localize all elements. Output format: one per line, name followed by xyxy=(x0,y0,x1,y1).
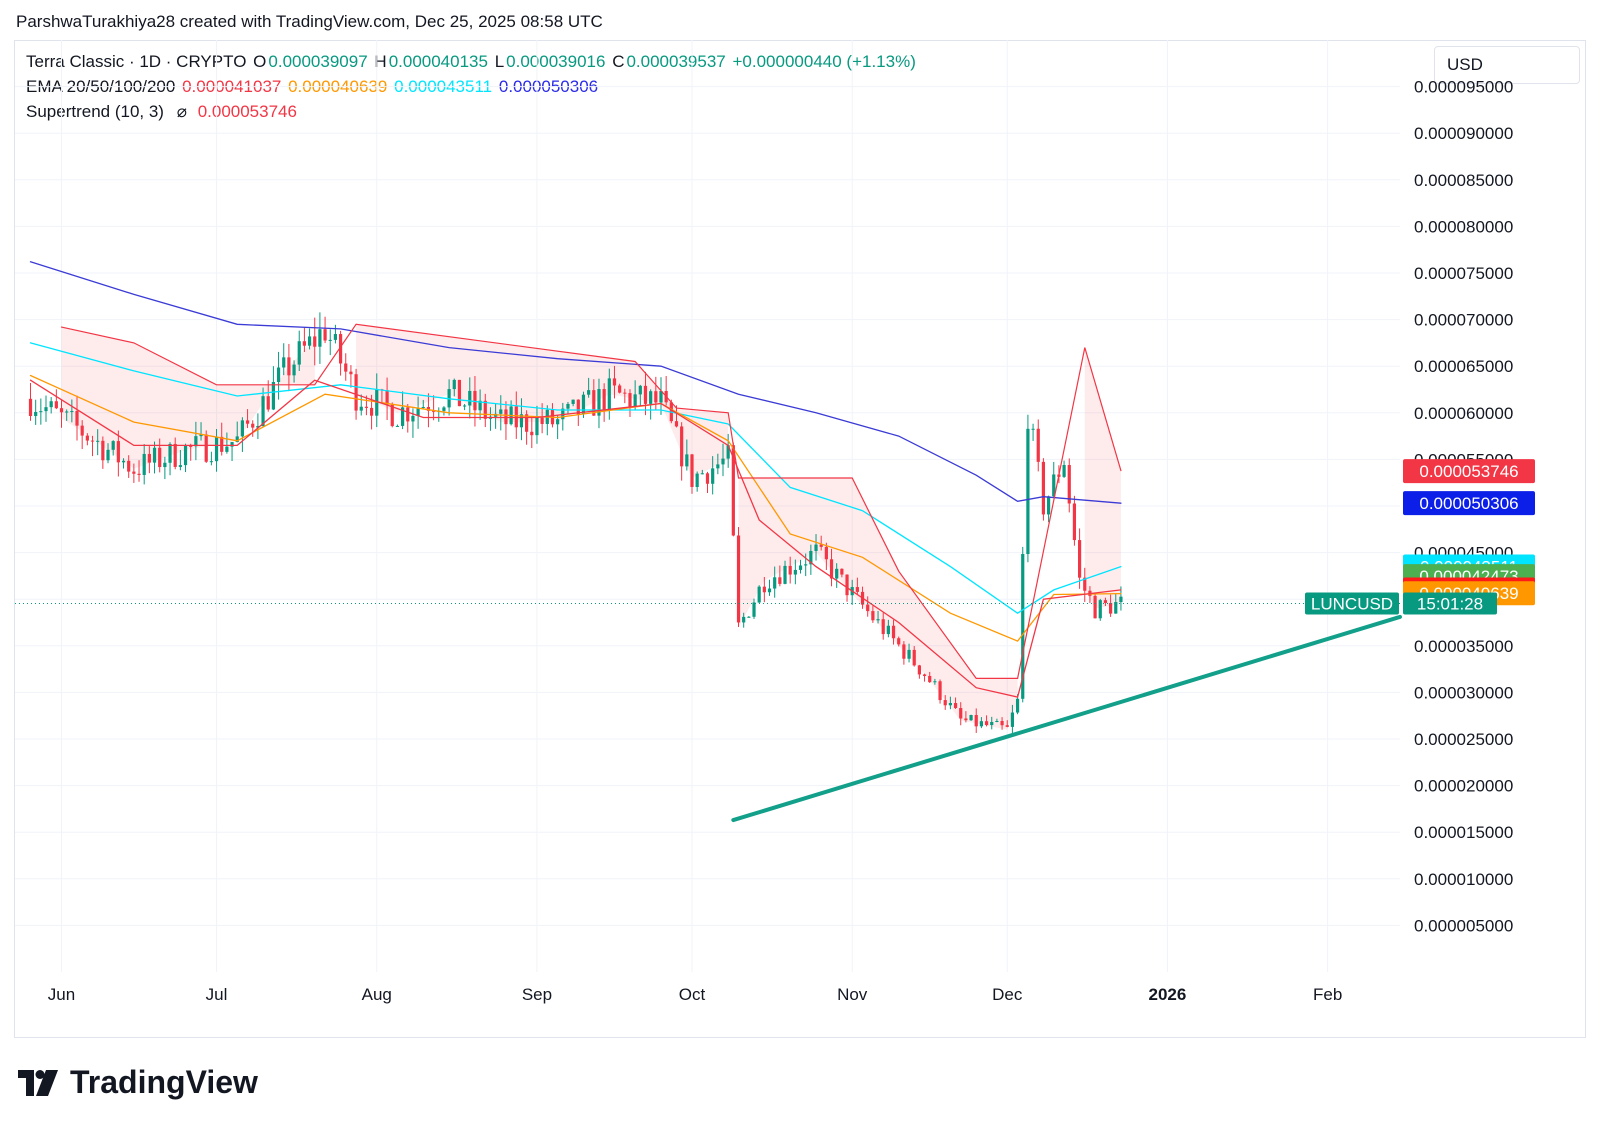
ema-label: EMA 20/50/100/200 xyxy=(26,77,176,96)
ema200-value: 0.000050306 xyxy=(498,77,599,96)
ema20-value: 0.000041037 xyxy=(182,77,282,96)
ema-legend[interactable]: EMA 20/50/100/200 0.000041037 0.00004063… xyxy=(26,77,600,97)
brand-name: TradingView xyxy=(70,1064,258,1100)
low-label: L xyxy=(494,52,505,71)
ema50-value: 0.000040639 xyxy=(288,77,388,96)
ema100-value: 0.000043511 xyxy=(394,77,493,96)
chart-frame xyxy=(14,40,1586,1038)
high-value: 0.000040135 xyxy=(388,52,488,71)
open-label: O xyxy=(253,52,267,71)
chart-credit: ParshwaTurakhiya28 created with TradingV… xyxy=(16,12,603,31)
change-value: +0.000000440 (+1.13%) xyxy=(732,52,916,71)
low-value: 0.000039016 xyxy=(506,52,606,71)
supertrend-label: Supertrend (10, 3) xyxy=(26,102,164,121)
close-value: 0.000039537 xyxy=(626,52,726,71)
high-label: H xyxy=(374,52,387,71)
close-label: C xyxy=(612,52,625,71)
supertrend-legend[interactable]: Supertrend (10, 3) ⌀ 0.000053746 xyxy=(26,102,299,122)
supertrend-value: 0.000053746 xyxy=(197,102,297,121)
currency-selector[interactable]: USD xyxy=(1434,46,1580,84)
open-value: 0.000039097 xyxy=(268,52,368,71)
currency-label: USD xyxy=(1447,55,1483,74)
symbol-legend: Terra Classic · 1D · CRYPTO O 0.000039097… xyxy=(26,52,918,72)
tradingview-logo: TradingView xyxy=(18,1064,258,1101)
tradingview-logo-icon xyxy=(18,1069,58,1096)
symbol-name[interactable]: Terra Classic · 1D · CRYPTO xyxy=(26,52,247,71)
hidden-icon[interactable]: ⌀ xyxy=(176,102,187,121)
